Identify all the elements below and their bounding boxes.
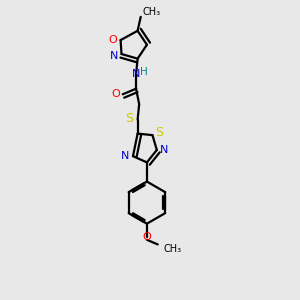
Text: N: N [110, 51, 118, 61]
Text: N: N [132, 69, 140, 79]
Text: N: N [159, 145, 168, 155]
Text: N: N [121, 151, 129, 161]
Text: S: S [125, 112, 133, 125]
Text: CH₃: CH₃ [142, 7, 160, 17]
Text: H: H [140, 67, 148, 77]
Text: O: O [142, 232, 151, 242]
Text: S: S [155, 126, 163, 139]
Text: O: O [112, 89, 120, 99]
Text: O: O [109, 35, 117, 45]
Text: CH₃: CH₃ [164, 244, 182, 254]
